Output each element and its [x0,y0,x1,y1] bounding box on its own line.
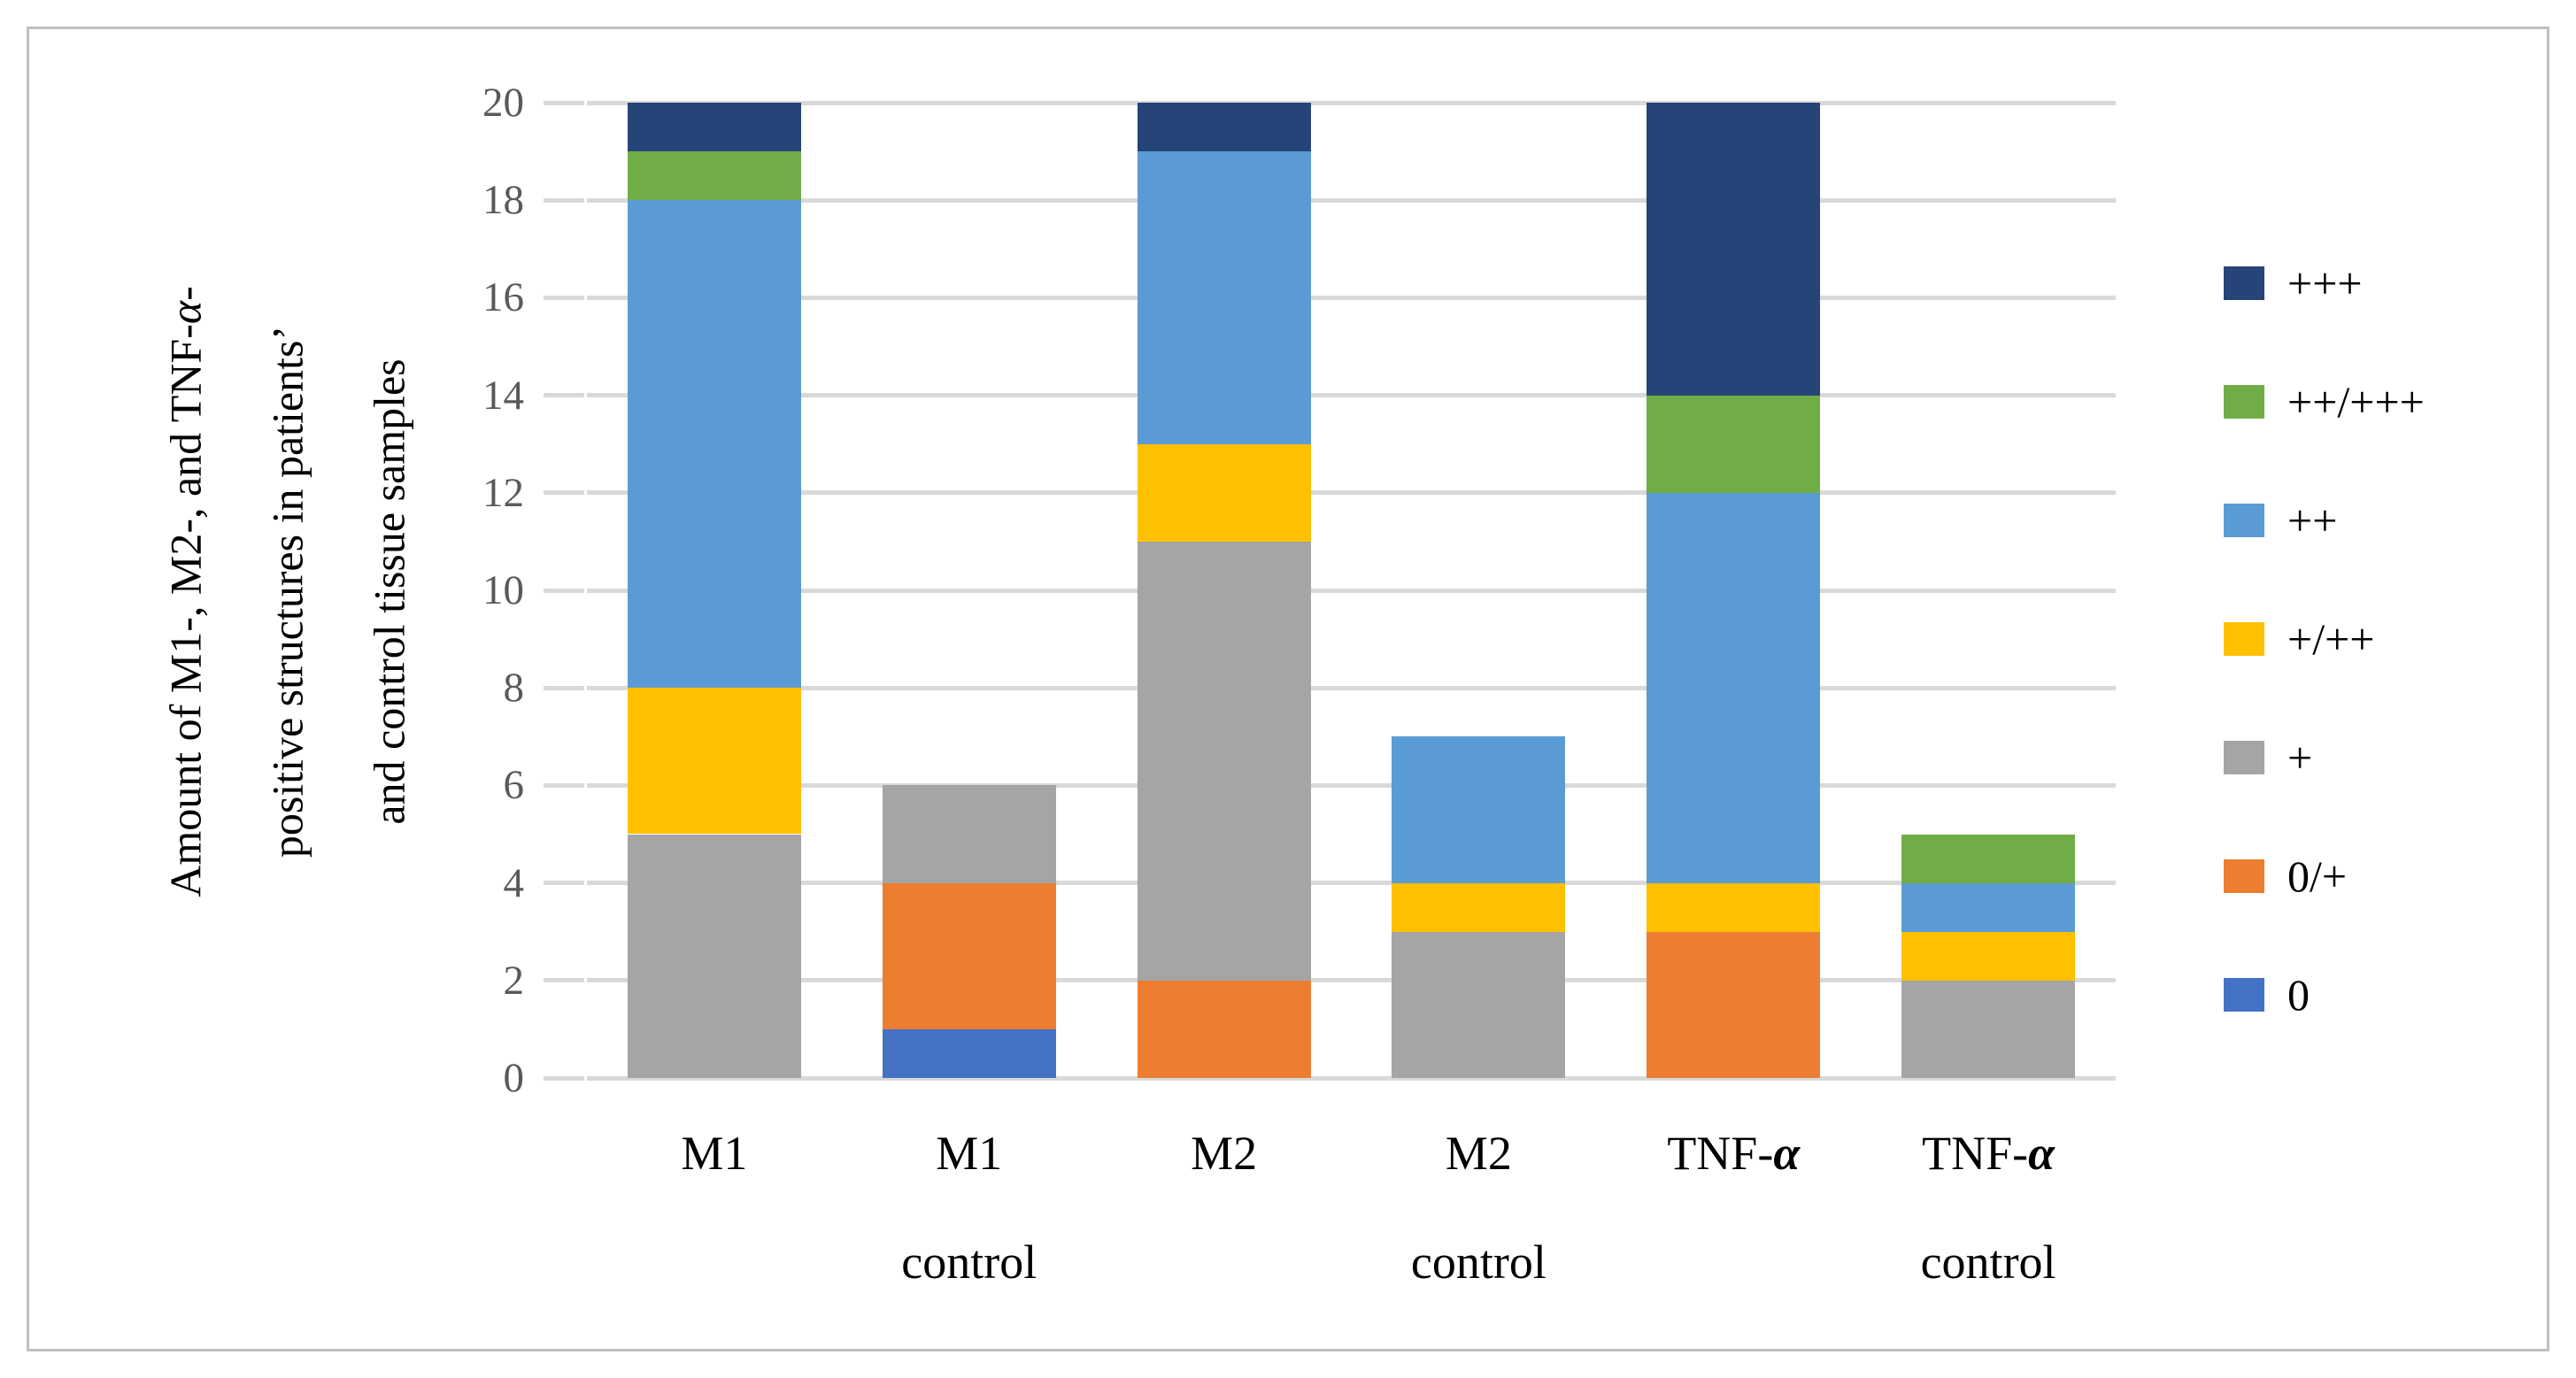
bar-segment-0 [882,1028,1056,1078]
y-gridline [587,197,2116,203]
y-tick-mark [544,1075,584,1081]
category-label-line2: control [901,1236,1037,1289]
category-label: TNF-α [1922,1127,2055,1180]
bar-segment-+/++ [1647,882,1821,932]
y-tick-mark [544,881,584,886]
legend-label: 0/+ [2287,851,2348,901]
y-tick-mark [544,295,584,300]
legend-label: ++ [2287,496,2338,545]
bar-segment-+ [1901,980,2076,1078]
y-gridline [587,782,2116,788]
legend-swatch-+/++ [2224,622,2264,656]
y-tick-label: 10 [482,567,524,613]
bar-segment-++ [1901,882,2076,932]
category-label: TNF-α [1667,1127,1801,1180]
y-tick-label: 0 [503,1055,525,1101]
y-gridline [587,588,2116,593]
category-label-line2: control [1410,1236,1546,1289]
y-tick-label: 16 [482,274,524,321]
y-tick-mark [544,588,584,593]
bar-segment-+/++ [1137,443,1311,542]
bar-segment-0/+ [882,882,1056,1029]
y-tick-label: 6 [503,762,525,809]
bar-segment-+/++ [1392,882,1566,932]
y-tick-mark [544,685,584,690]
bar-segment-+++ [1137,103,1311,152]
y-tick-mark [544,197,584,203]
bar-segment-+ [882,785,1056,883]
legend-swatch-++ [2224,504,2264,537]
y-gridline [587,978,2116,983]
y-gridline [587,881,2116,886]
y-tick-label: 12 [482,469,524,516]
bar-segment-++ [627,200,801,689]
legend-label: 0 [2287,970,2310,1020]
bar-segment-++ [1392,736,1566,883]
legend-swatch-+++ [2224,266,2264,300]
bar-segment-+++ [1647,103,1821,396]
legend-label: + [2287,733,2313,782]
legend-swatch-0/+ [2224,859,2264,893]
bar-segment-0/+ [1137,980,1311,1078]
legend-swatch-++/+++ [2224,385,2264,419]
y-gridline [587,393,2116,398]
bar-segment-+++ [627,103,801,152]
alpha-glyph: α [160,300,211,325]
bar-segment-++/+++ [1901,834,2076,883]
bar-segment-++ [1647,492,1821,883]
legend-swatch-0 [2224,978,2264,1012]
y-gridline [587,100,2116,105]
bar-segment-+ [1137,541,1311,981]
y-gridline [587,490,2116,496]
bar-segment-+ [1392,931,1566,1078]
legend-swatch-+ [2224,741,2264,774]
y-tick-mark [544,978,584,983]
bar-segment-+/++ [1901,931,2076,981]
y-tick-mark [544,393,584,398]
category-label: M1 [936,1127,1003,1180]
y-tick-label: 18 [482,177,524,224]
figure-border [27,27,2549,1351]
y-gridline [587,1075,2116,1081]
bar-segment-0/+ [1647,931,1821,1078]
y-tick-label: 14 [482,372,524,419]
bar-segment-++ [1137,151,1311,444]
y-tick-label: 8 [503,665,525,712]
category-label-line2: control [1920,1236,2056,1289]
y-gridline [587,295,2116,300]
alpha-glyph: α [1773,1127,1801,1180]
y-gridline [587,685,2116,690]
y-tick-mark [544,782,584,788]
y-tick-label: 20 [482,80,524,126]
y-tick-label: 2 [503,957,525,1004]
category-label: M2 [1191,1127,1258,1180]
category-label: M1 [681,1127,748,1180]
y-tick-mark [544,490,584,496]
bar-segment-++/+++ [627,151,801,201]
bar-segment-+/++ [627,688,801,835]
legend-label: +/++ [2287,614,2375,664]
y-tick-label: 4 [503,859,525,906]
y-tick-mark [544,100,584,105]
category-label: M2 [1445,1127,1512,1180]
bar-segment-+ [627,834,801,1078]
alpha-glyph: α [2028,1127,2055,1180]
legend-label: +++ [2287,258,2363,308]
bar-segment-++/+++ [1647,395,1821,493]
legend-label: ++/+++ [2287,377,2425,427]
